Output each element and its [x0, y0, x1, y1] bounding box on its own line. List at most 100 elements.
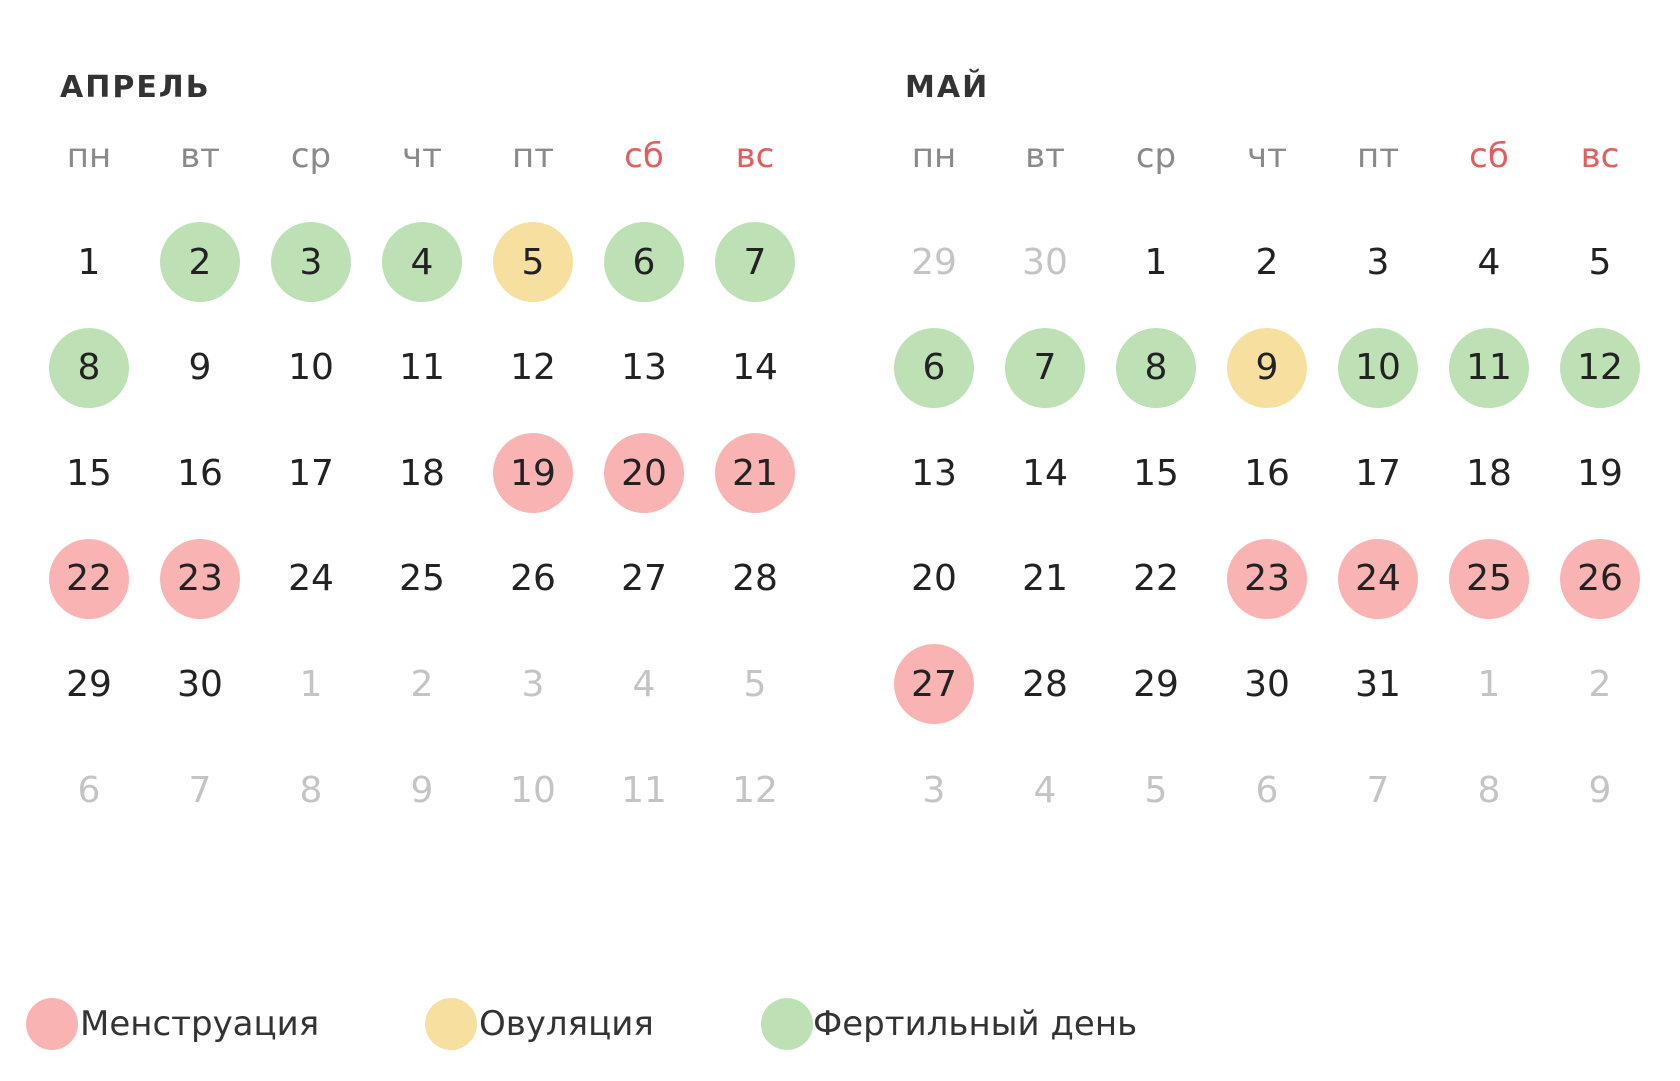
- marked-day: 7: [715, 222, 795, 302]
- weekday: пт: [511, 136, 555, 176]
- day: 19: [1577, 452, 1623, 494]
- day: 12: [510, 347, 556, 389]
- day: 4: [1477, 241, 1501, 283]
- marked-day: 21: [715, 433, 795, 514]
- weekday: пт: [1356, 136, 1400, 176]
- day: 4: [1033, 769, 1057, 811]
- weekday: чт: [1247, 136, 1287, 176]
- day: 12: [732, 769, 778, 811]
- marked-day: 23: [160, 538, 240, 619]
- weekday: вт: [1025, 136, 1065, 176]
- marked-day: 3: [271, 222, 351, 302]
- day: 9: [410, 769, 434, 811]
- marked-day: 8: [49, 327, 129, 408]
- marked-day: 2: [160, 222, 240, 302]
- day: 6: [1255, 769, 1279, 811]
- marked-day: 10: [1338, 327, 1418, 408]
- day: 7: [1366, 769, 1390, 811]
- day: 25: [399, 558, 445, 600]
- weekday: сб: [1469, 136, 1509, 176]
- day: 1: [77, 241, 101, 283]
- day: 7: [188, 769, 212, 811]
- day: 1: [1477, 663, 1501, 705]
- day: 4: [632, 663, 656, 705]
- day: 14: [732, 347, 778, 389]
- day: 1: [299, 663, 323, 705]
- legend-swatch: [26, 998, 78, 1050]
- marked-day: 6: [604, 222, 684, 302]
- marked-day: 4: [382, 222, 462, 302]
- day: 13: [911, 452, 957, 494]
- marked-day: 27: [894, 644, 974, 725]
- day: 15: [1133, 452, 1179, 494]
- marked-day: 19: [493, 433, 573, 514]
- day: 3: [521, 663, 545, 705]
- day: 13: [621, 347, 667, 389]
- day: 21: [1022, 558, 1068, 600]
- weekday: пн: [66, 136, 112, 176]
- day: 3: [922, 769, 946, 811]
- day: 3: [1366, 241, 1390, 283]
- marked-day: 20: [604, 433, 684, 514]
- day: 14: [1022, 452, 1068, 494]
- marked-day: 11: [1449, 327, 1529, 408]
- day: 30: [1244, 663, 1290, 705]
- day: 10: [510, 769, 556, 811]
- day: 30: [177, 663, 223, 705]
- day: 30: [1022, 241, 1068, 283]
- weekday: вс: [1580, 136, 1620, 176]
- weekday: пн: [911, 136, 957, 176]
- day: 10: [288, 347, 334, 389]
- weekday: чт: [402, 136, 442, 176]
- weekday: вт: [180, 136, 220, 176]
- marked-day: 25: [1449, 538, 1529, 619]
- day: 27: [621, 558, 667, 600]
- day: 9: [188, 347, 212, 389]
- day: 16: [177, 452, 223, 494]
- day: 16: [1244, 452, 1290, 494]
- day: 28: [1022, 663, 1068, 705]
- weekday: вс: [735, 136, 775, 176]
- day: 2: [410, 663, 434, 705]
- day: 9: [1588, 769, 1612, 811]
- day: 11: [621, 769, 667, 811]
- day: 17: [288, 452, 334, 494]
- day: 24: [288, 558, 334, 600]
- day: 29: [911, 241, 957, 283]
- day: 2: [1255, 241, 1279, 283]
- month-title: АПРЕЛЬ: [60, 70, 211, 105]
- weekday: ср: [290, 136, 332, 176]
- marked-day: 26: [1560, 538, 1640, 619]
- month-title: МАЙ: [905, 70, 990, 105]
- legend-label: Овуляция: [479, 1004, 654, 1044]
- day: 22: [1133, 558, 1179, 600]
- marked-day: 8: [1116, 327, 1196, 408]
- legend-label: Фертильный день: [813, 1004, 1138, 1044]
- day: 11: [399, 347, 445, 389]
- day: 5: [1588, 241, 1612, 283]
- legend-swatch: [761, 998, 813, 1050]
- weekday: ср: [1135, 136, 1177, 176]
- day: 31: [1355, 663, 1401, 705]
- marked-day: 6: [894, 327, 974, 408]
- weekday: сб: [624, 136, 664, 176]
- day: 1: [1144, 241, 1168, 283]
- marked-day: 12: [1560, 327, 1640, 408]
- marked-day: 23: [1227, 538, 1307, 619]
- marked-day: 7: [1005, 327, 1085, 408]
- legend-swatch: [425, 998, 477, 1050]
- day: 5: [743, 663, 767, 705]
- day: 29: [66, 663, 112, 705]
- day: 29: [1133, 663, 1179, 705]
- day: 18: [1466, 452, 1512, 494]
- marked-day: 24: [1338, 538, 1418, 619]
- day: 5: [1144, 769, 1168, 811]
- day: 15: [66, 452, 112, 494]
- day: 20: [911, 558, 957, 600]
- day: 28: [732, 558, 778, 600]
- day: 17: [1355, 452, 1401, 494]
- marked-day: 22: [49, 538, 129, 619]
- marked-day: 5: [493, 222, 573, 302]
- marked-day: 9: [1227, 327, 1307, 408]
